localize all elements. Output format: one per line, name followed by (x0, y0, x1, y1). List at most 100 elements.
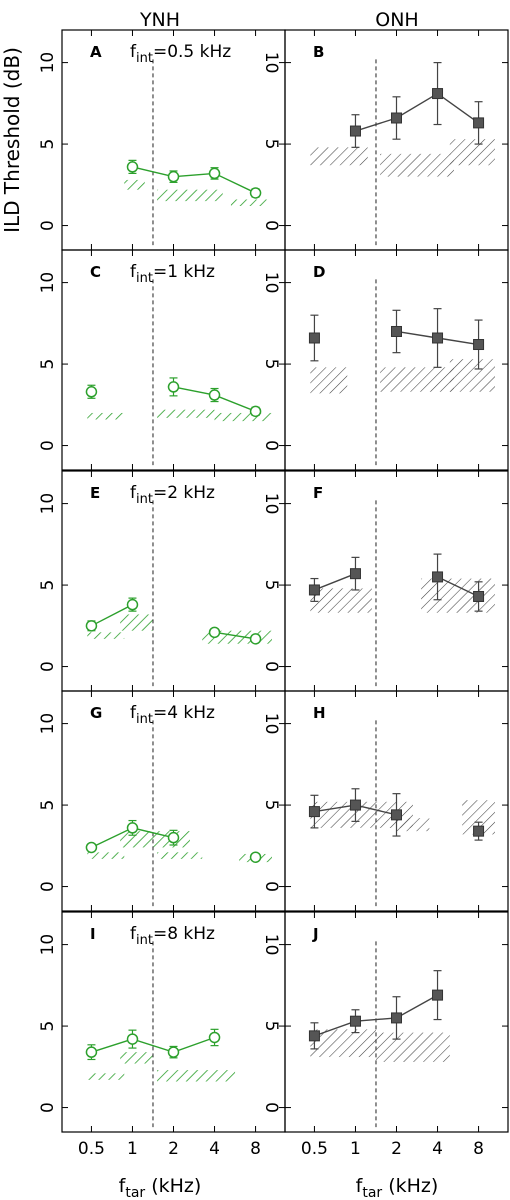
fint-value: =1 kHz (153, 262, 215, 282)
shaded-region (375, 1032, 450, 1062)
data-point (432, 332, 444, 344)
data-point (126, 822, 139, 834)
panel-frame (61, 470, 286, 692)
fint-annotation: fint=8 kHz (130, 924, 215, 948)
panel-letter: H (313, 704, 326, 722)
x-axis-label-left: ftar (kHz) (119, 1175, 202, 1200)
x-label-main: f (356, 1175, 364, 1197)
fint-sub: int (136, 933, 153, 948)
x-label-sub: tar (362, 1185, 382, 1200)
shaded-region (310, 588, 372, 613)
x-axis-label-right: ftar (kHz) (356, 1175, 439, 1200)
data-point (349, 125, 361, 137)
shaded-region (230, 199, 268, 206)
y-tick-label: 10 (261, 713, 281, 735)
data-point (167, 1046, 180, 1058)
fint-main: f (130, 924, 137, 944)
y-tick-label: 0 (38, 440, 58, 451)
y-tick-label: 5 (38, 800, 58, 811)
y-tick-label: 10 (38, 713, 58, 735)
fint-annotation: fint=1 kHz (130, 262, 215, 286)
x-label-unit: (kHz) (145, 1175, 201, 1197)
x-tick-label: 1 (127, 1139, 138, 1159)
y-tick-label: 5 (261, 800, 281, 811)
shaded-region (310, 367, 348, 394)
data-point (85, 386, 98, 398)
y-tick-label: 10 (38, 52, 58, 74)
panel-letter: I (90, 925, 96, 943)
shaded-region (157, 409, 215, 418)
x-tick-label: 8 (473, 1139, 484, 1159)
data-point (308, 806, 320, 818)
y-tick-label: 5 (261, 580, 281, 591)
fint-value: =4 kHz (153, 703, 215, 723)
shaded-region (87, 1073, 125, 1080)
series-line (355, 92, 479, 132)
panel-frame (61, 690, 286, 912)
series-line (437, 576, 479, 598)
shaded-region (310, 147, 368, 166)
data-point (249, 851, 262, 863)
shaded-region (87, 412, 125, 420)
series-line (314, 994, 438, 1037)
panel-J: 0 5 10 0.5 1 2 4 8 J (261, 911, 509, 1159)
data-point (249, 405, 262, 418)
panel-frame (61, 911, 286, 1133)
y-tick-label: 5 (38, 359, 58, 370)
fint-sub: int (136, 492, 153, 507)
data-point (308, 584, 320, 596)
data-point (208, 389, 221, 401)
panel-D: 0 5 10 D (261, 249, 509, 471)
series-line (132, 166, 256, 194)
panel-letter: E (90, 484, 100, 502)
y-tick-label: 10 (38, 493, 58, 515)
y-axis-label: ILD Threshold (dB) (0, 47, 24, 233)
data-point (391, 1012, 402, 1024)
data-point (432, 989, 444, 1001)
y-tick-label: 5 (38, 139, 58, 150)
data-point (85, 1046, 98, 1058)
shaded-region (120, 1052, 153, 1064)
y-tick-label: 0 (261, 440, 281, 451)
data-point (308, 332, 320, 344)
fint-main: f (130, 42, 137, 62)
panel-frame (61, 249, 286, 471)
data-point (85, 841, 98, 854)
data-point (167, 831, 180, 844)
data-point (126, 161, 139, 173)
data-point (208, 626, 221, 639)
y-tick-label: 5 (261, 1021, 281, 1032)
column-title-ynh: YNH (139, 9, 180, 31)
data-point (349, 799, 361, 811)
y-tick-label: 10 (261, 272, 281, 294)
x-tick-label: 8 (250, 1139, 261, 1159)
shaded-region (214, 412, 272, 422)
y-tick-label: 10 (261, 493, 281, 515)
y-tick-label: 5 (38, 1021, 58, 1032)
data-point (167, 170, 180, 183)
shaded-region (449, 359, 495, 392)
fint-main: f (130, 483, 137, 503)
series-line (91, 1036, 215, 1053)
fint-sub: int (136, 271, 153, 286)
panel-B: 0 5 10 B (261, 29, 509, 251)
data-point (249, 633, 262, 645)
x-tick-label: 4 (209, 1139, 220, 1159)
fint-annotation: fint=0.5 kHz (130, 42, 231, 66)
data-point (85, 620, 98, 632)
fint-main: f (130, 703, 137, 723)
panel-I: 0 5 10 0.5 1 2 4 8 I fint=8 kHz (38, 911, 286, 1159)
panel-letter: B (313, 43, 324, 61)
panel-F: 0 5 10 F (261, 470, 509, 692)
shaded-region (120, 614, 153, 631)
series-line (214, 631, 256, 640)
y-tick-label: 0 (261, 661, 281, 672)
shaded-region (396, 818, 430, 832)
panel-letter: D (313, 263, 325, 281)
panel-frame (61, 29, 286, 251)
